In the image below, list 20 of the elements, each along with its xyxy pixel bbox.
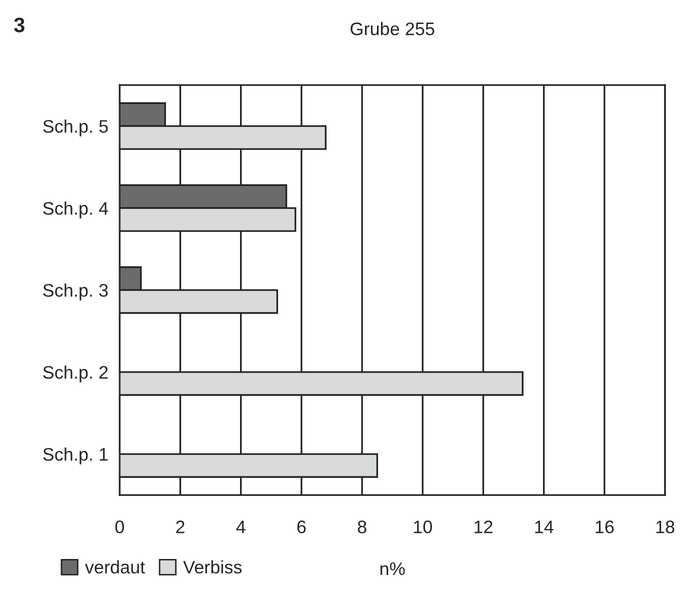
y-tick-label: Sch.p. 3 [43, 284, 108, 300]
y-tick-label: Sch.p. 5 [43, 120, 108, 136]
text: 3 [14, 18, 24, 32]
x-tick-label: 14 [535, 520, 554, 534]
legend-label: verdaut [84, 560, 146, 574]
x-tick-label: 2 [176, 520, 184, 534]
x-tick-label: 12 [474, 520, 492, 534]
x-tick-label: 4 [236, 520, 246, 534]
y-tick-label: Sch.p. 1 [43, 448, 108, 464]
y-tick-label: Sch.p. 2 [43, 366, 108, 382]
y-tick-label: Sch.p. 4 [43, 202, 108, 218]
x-tick-label: 16 [596, 520, 614, 534]
x-tick-label: 18 [656, 520, 674, 534]
x-tick-label: 0 [115, 520, 124, 534]
x-tick-label: 6 [297, 520, 306, 534]
x-tick-label: 8 [358, 520, 366, 534]
x-axis-title: n% [380, 562, 405, 576]
x-tick-label: 10 [414, 520, 432, 534]
chart-title: Grube 255 [350, 22, 434, 36]
legend-label: Verbiss [183, 560, 242, 574]
